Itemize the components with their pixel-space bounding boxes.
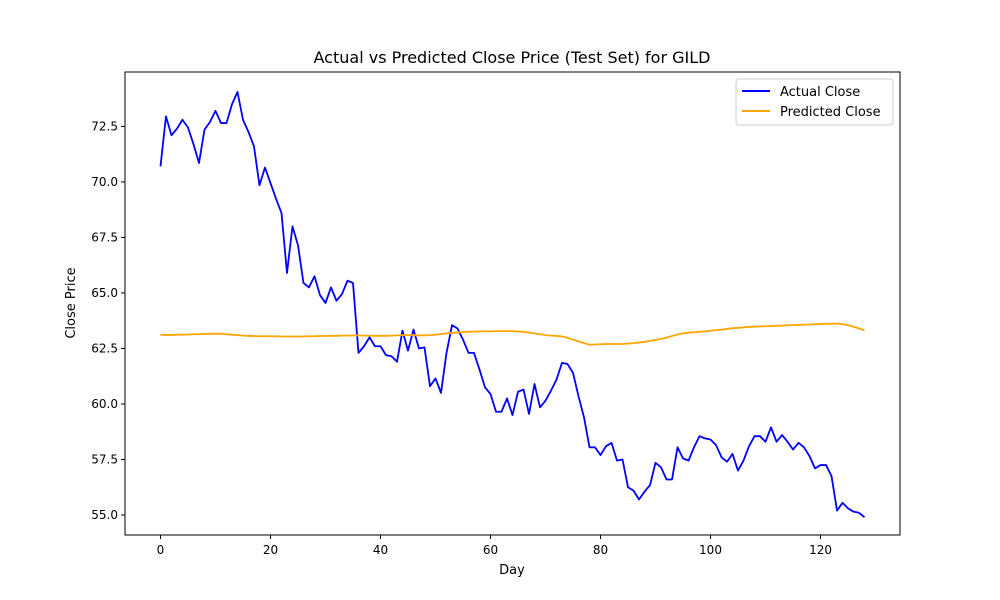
legend-label-predicted-close: Predicted Close: [780, 105, 881, 120]
y-tick-label: 60.0: [91, 397, 118, 411]
legend-box: [735, 78, 894, 126]
y-tick-label: 67.5: [91, 230, 118, 244]
x-tick-label: 20: [263, 543, 278, 557]
y-tick-label: 55.0: [91, 508, 118, 522]
chart-title: Actual vs Predicted Close Price (Test Se…: [314, 48, 711, 67]
y-axis-label: Close Price: [64, 267, 79, 338]
x-tick-label: 100: [699, 543, 722, 557]
x-tick-label: 80: [593, 543, 608, 557]
plot-frame: [124, 71, 901, 536]
series-line-predicted-close: [160, 322, 865, 346]
x-tick-label: 60: [483, 543, 498, 557]
y-tick-label: 62.5: [91, 341, 118, 355]
series-layer: [159, 91, 866, 518]
x-tick-label: 120: [809, 543, 832, 557]
series-line-actual-close: [159, 91, 866, 518]
legend-label-actual-close: Actual Close: [780, 85, 860, 100]
x-axis-label: Day: [499, 563, 525, 578]
x-tick-label: 40: [373, 543, 388, 557]
y-tick-label: 72.5: [91, 119, 118, 133]
legend: Actual Close Predicted Close: [735, 78, 894, 126]
y-tick-label: 65.0: [91, 286, 118, 300]
y-tick-label: 57.5: [91, 452, 118, 466]
y-tick-label: 70.0: [91, 175, 118, 189]
ticks-layer: 0 20 40 60 80 100 120 55.0 57.5 60.0 62.5 65.0 67.5 7…: [91, 119, 832, 557]
x-tick-label: 0: [157, 543, 165, 557]
